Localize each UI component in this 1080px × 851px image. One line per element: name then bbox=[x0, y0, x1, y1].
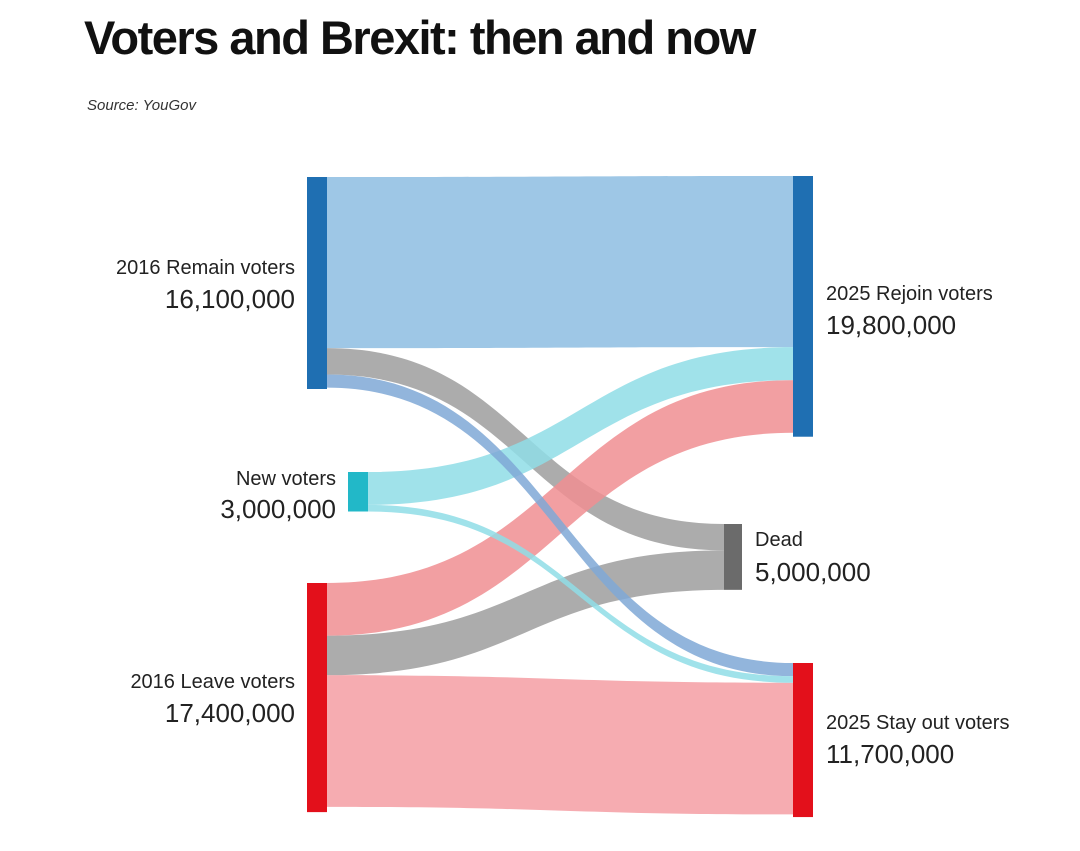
node-bar-stayout bbox=[793, 663, 813, 818]
node-label-stayout: 2025 Stay out voters bbox=[826, 712, 1009, 734]
labels-layer: 2016 Remain voters 16,100,000 New voters 3,… bbox=[116, 257, 1009, 769]
nodes-layer bbox=[307, 176, 813, 818]
node-label-new: New voters bbox=[236, 468, 336, 490]
node-bar-leave bbox=[307, 583, 327, 813]
node-bar-dead bbox=[724, 524, 742, 590]
link-leave-to-rejoin bbox=[327, 380, 793, 636]
node-value-stayout: 11,700,000 bbox=[826, 739, 954, 769]
link-leave-to-stayout bbox=[327, 675, 793, 815]
node-label-dead: Dead bbox=[755, 529, 803, 551]
node-value-remain: 16,100,000 bbox=[165, 284, 295, 314]
node-value-rejoin: 19,800,000 bbox=[826, 310, 956, 340]
node-label-leave: 2016 Leave voters bbox=[130, 671, 295, 693]
chart-source: Source: YouGov bbox=[87, 97, 196, 114]
node-value-leave: 17,400,000 bbox=[165, 698, 295, 728]
link-leave-to-dead bbox=[327, 550, 724, 676]
link-remain-to-stayout bbox=[327, 374, 793, 677]
chart-title: Voters and Brexit: then and now bbox=[84, 11, 756, 64]
node-bar-new bbox=[348, 472, 368, 512]
node-value-dead: 5,000,000 bbox=[755, 557, 871, 587]
node-value-new: 3,000,000 bbox=[220, 494, 336, 524]
node-label-rejoin: 2025 Rejoin voters bbox=[826, 283, 993, 305]
node-bar-rejoin bbox=[793, 176, 813, 437]
node-label-remain: 2016 Remain voters bbox=[116, 257, 295, 279]
link-new-to-rejoin bbox=[368, 347, 793, 505]
link-remain-to-rejoin bbox=[327, 176, 793, 349]
node-bar-remain bbox=[307, 177, 327, 389]
link-new-to-stayout bbox=[368, 504, 793, 683]
links-layer bbox=[327, 176, 793, 815]
